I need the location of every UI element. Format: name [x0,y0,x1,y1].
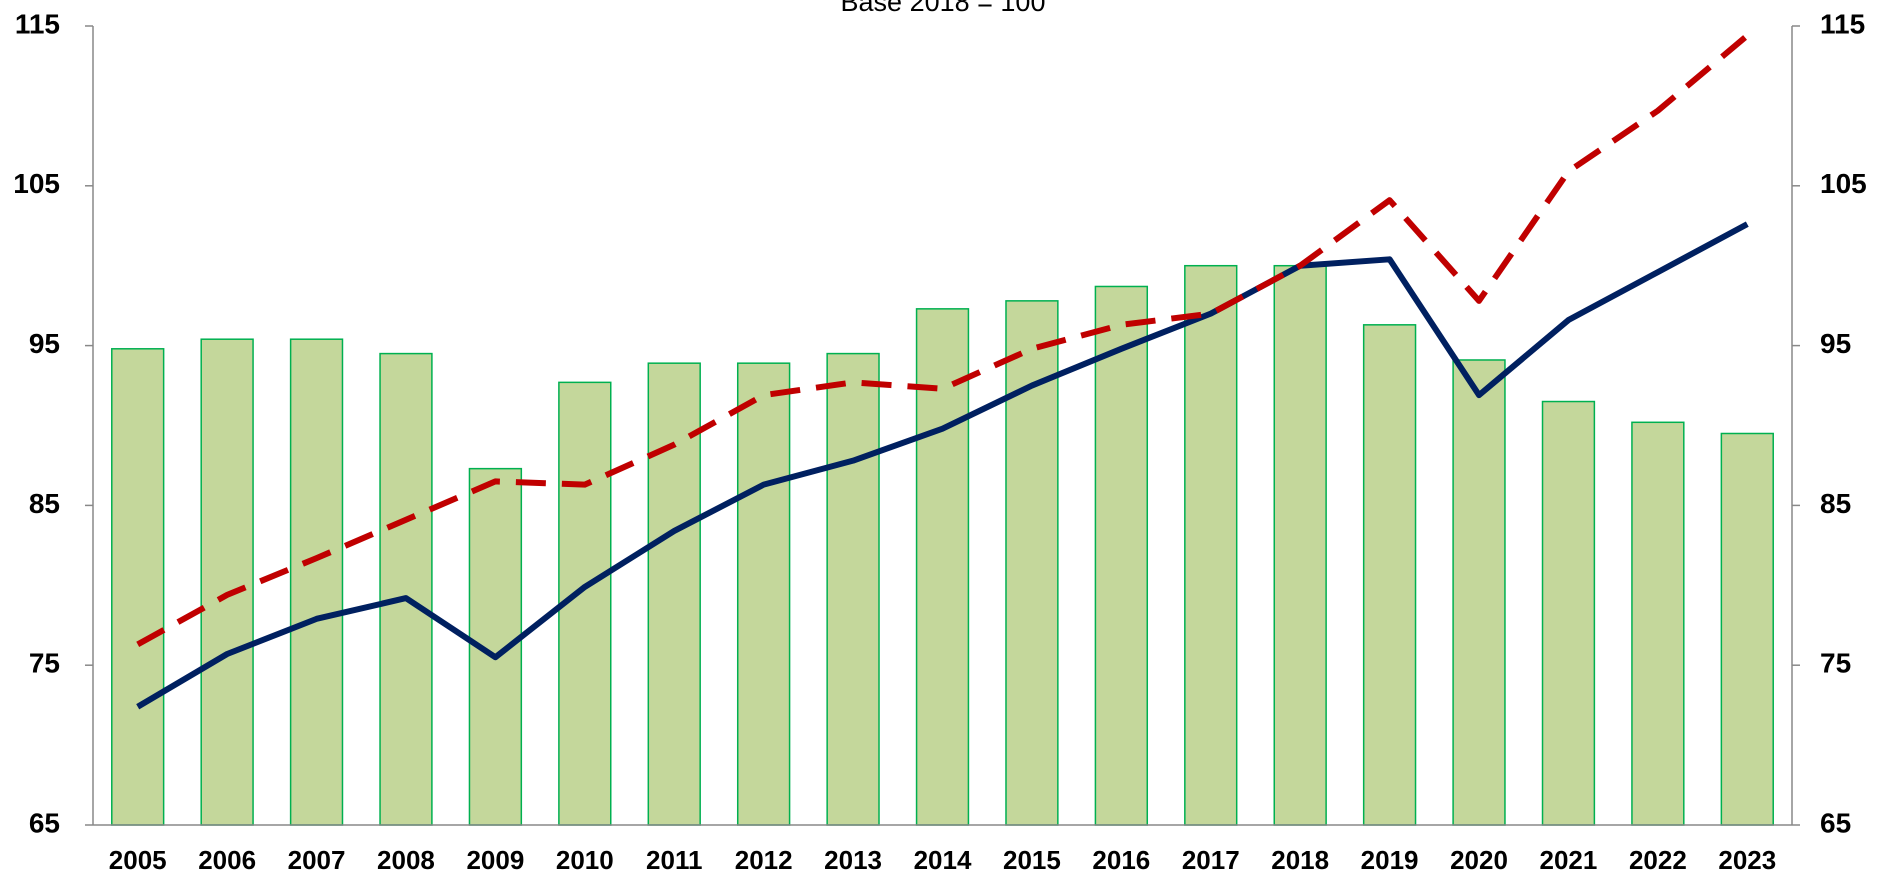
x-tick-label: 2010 [556,845,614,875]
y2-tick-label: 75 [1820,648,1851,679]
bar [1184,264,1238,826]
line [136,33,1750,648]
bar [200,338,254,826]
x-tick-label: 2005 [109,845,167,875]
x-tick-label: 2017 [1182,845,1240,875]
bar [111,348,165,826]
y-tick-label: 105 [13,168,60,199]
y2-tick-label: 105 [1820,168,1867,199]
y-tick-label: 95 [29,328,60,359]
y-tick-label: 115 [15,8,60,39]
y-tick-label: 75 [29,648,60,679]
y2-tick-label: 115 [1820,8,1865,39]
chart-title: Base 2018 = 100 [841,0,1046,17]
y2-tick-label: 65 [1820,807,1851,838]
x-tick-label: 2015 [1003,845,1061,875]
bar [1362,324,1417,826]
x-tick-label: 2020 [1450,845,1508,875]
x-tick-label: 2009 [466,845,524,875]
bar [1452,359,1506,826]
x-tick-label: 2013 [824,845,882,875]
x-tick-label: 2008 [377,845,435,875]
bar [1720,432,1774,826]
x-tick-label: 2023 [1718,845,1776,875]
bar [647,362,701,826]
x-tick-label: 2016 [1092,845,1150,875]
x-tick-label: 2022 [1629,845,1687,875]
x-tick-label: 2011 [646,845,702,875]
y2-tick-label: 95 [1820,328,1851,359]
bar [1541,400,1596,826]
bar [1094,285,1149,826]
bar [1273,264,1327,826]
bar [289,338,344,826]
bar [1631,421,1685,826]
y-tick-label: 85 [29,488,60,519]
y-tick-label: 65 [29,807,60,838]
x-tick-label: 2018 [1271,845,1329,875]
bar [379,352,433,826]
bar [915,308,970,826]
y2-tick-label: 85 [1820,488,1851,519]
bar [736,362,791,826]
x-tick-label: 2006 [198,845,256,875]
x-tick-label: 2007 [288,845,346,875]
x-tick-label: 2012 [735,845,793,875]
x-tick-label: 2019 [1361,845,1419,875]
bar [826,352,880,826]
line [136,221,1749,710]
x-tick-label: 2021 [1540,845,1598,875]
x-tick-label: 2014 [914,845,972,875]
